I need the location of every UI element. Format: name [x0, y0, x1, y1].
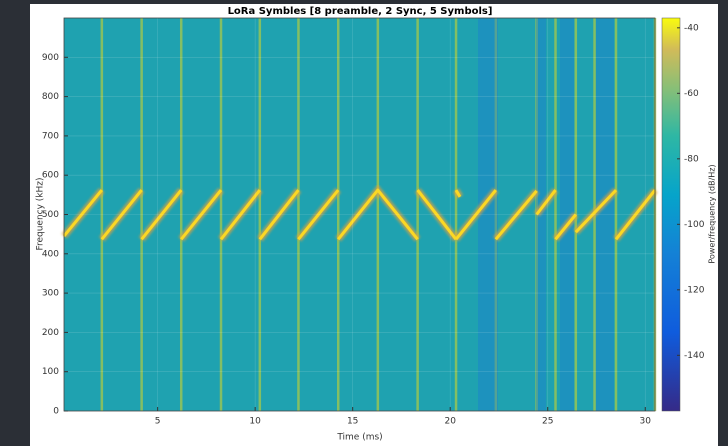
- chart-title: LoRa Symbles [8 preamble, 2 Sync, 5 Symb…: [228, 6, 493, 17]
- colorbar-tick-label: -80: [684, 154, 699, 164]
- low-power-band: [596, 18, 614, 411]
- colorbar-tick-label: -100: [684, 220, 705, 230]
- y-tick-label: 800: [42, 92, 59, 102]
- y-tick-label: 400: [42, 249, 59, 259]
- x-tick-label: 25: [542, 417, 553, 427]
- colorbar-tick-label: -40: [684, 23, 699, 33]
- overlay: [61, 17, 658, 412]
- y-tick-label: 500: [42, 210, 59, 220]
- y-tick-label: 0: [53, 407, 59, 417]
- x-axis-label: Time (ms): [336, 433, 382, 443]
- colorbar: [661, 17, 681, 412]
- low-power-band: [478, 18, 498, 411]
- chirp-line: [62, 188, 657, 241]
- colorbar-tick-label: -120: [684, 285, 705, 295]
- y-tick-label: 700: [42, 131, 59, 141]
- plot-frame: [63, 17, 656, 412]
- y-tick-label: 300: [42, 289, 59, 299]
- colorbar-label: Power/frequency (dB/Hz): [708, 164, 717, 263]
- colorbar-tick-label: -140: [684, 351, 705, 361]
- y-axis-label: Frequency (kHz): [36, 177, 46, 250]
- x-tick-label: 20: [444, 417, 456, 427]
- y-tick-label: 200: [42, 328, 59, 338]
- x-tick-label: 15: [347, 417, 358, 427]
- low-power-band: [560, 18, 574, 411]
- colorbar-tick-label: -60: [684, 89, 699, 99]
- y-tick-label: 600: [42, 171, 59, 181]
- y-tick-label: 900: [42, 53, 59, 63]
- y-tick-label: 100: [42, 367, 59, 377]
- x-tick-label: 5: [155, 417, 161, 427]
- x-tick-label: 30: [640, 417, 652, 427]
- x-tick-label: 10: [249, 417, 261, 427]
